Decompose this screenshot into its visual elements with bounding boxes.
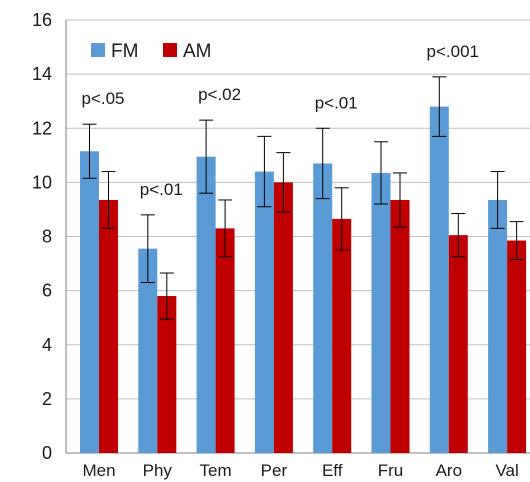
y-tick-label: 12 [32,118,52,138]
legend-label: AM [183,41,212,62]
y-tick-label: 8 [42,227,52,247]
error-bar-am-tem [218,199,233,258]
y-tick-label: 16 [32,10,52,30]
error-bar-am-per [276,152,291,213]
bar-fm-fru [371,172,391,453]
bar-fm-eff [313,163,333,453]
error-bar-fm-phy [140,214,155,284]
error-bar-am-fru [393,172,407,228]
bars [80,106,527,454]
error-bar-am-val [509,221,524,261]
legend-swatch [91,43,105,57]
bar-am-men [99,199,118,453]
bar-am-phy [157,296,177,453]
error-bar-am-men [101,171,116,229]
bar-am-per [273,182,293,453]
p-value-annotation: p<.01 [315,93,358,112]
bar-fm-phy [138,248,158,453]
error-bar-fm-tem [199,119,214,194]
y-tick-label: 6 [42,281,52,301]
x-tick-label: Tem [200,461,232,480]
bar-am-val [507,240,527,453]
bar-fm-tem [196,156,216,453]
error-bar-am-aro [451,212,466,258]
axis-labels: 0 2 4 6 8 10 12 14 16 Men Phy Tem Per Eff Fru Aro Val [32,10,519,480]
y-tick-label: 2 [42,389,52,409]
error-bar-fm-per [257,135,272,208]
error-bar-am-phy [159,272,174,320]
error-bar-fm-eff [315,127,330,200]
bar-am-aro [448,235,468,453]
p-value-annotation: p<.02 [198,85,241,104]
error-bar-fm-val [490,171,505,229]
y-tick-label: 10 [32,172,52,192]
p-value-annotation: p<.05 [81,89,124,108]
error-bars [82,76,524,320]
x-tick-label: Phy [143,461,173,480]
y-tick-label: 14 [32,64,52,84]
p-value-annotation: p<.001 [427,42,479,61]
x-tick-label: Per [261,461,288,480]
error-bar-am-eff [334,187,349,251]
bar-fm-men [80,151,99,454]
bar-fm-per [254,171,274,454]
legend-swatch [163,43,177,57]
p-value-annotation: p<.01 [140,180,183,199]
annotations: p<.05 p<.01 p<.02 p<.01 p<.001 [81,42,479,199]
x-tick-label: Val [495,461,518,480]
error-bar-fm-aro [432,76,447,137]
x-tick-label: Fru [378,461,404,480]
y-tick-label: 0 [42,443,52,463]
legend-item-am: AM [163,41,212,62]
bar-fm-val [488,199,508,453]
error-bar-fm-fru [374,141,388,205]
x-tick-label: Men [82,461,115,480]
legend-item-fm: FM [91,41,138,62]
legend-label: FM [111,41,138,62]
bar-am-eff [332,218,352,453]
bar-fm-aro [429,106,449,453]
error-bar-fm-men [82,123,97,179]
x-tick-label: Aro [436,461,462,480]
bar-am-tem [215,228,235,453]
legend: FM AM [91,41,212,62]
bar-am-fru [390,199,410,453]
y-tick-label: 4 [42,335,52,355]
x-tick-label: Eff [322,461,343,480]
